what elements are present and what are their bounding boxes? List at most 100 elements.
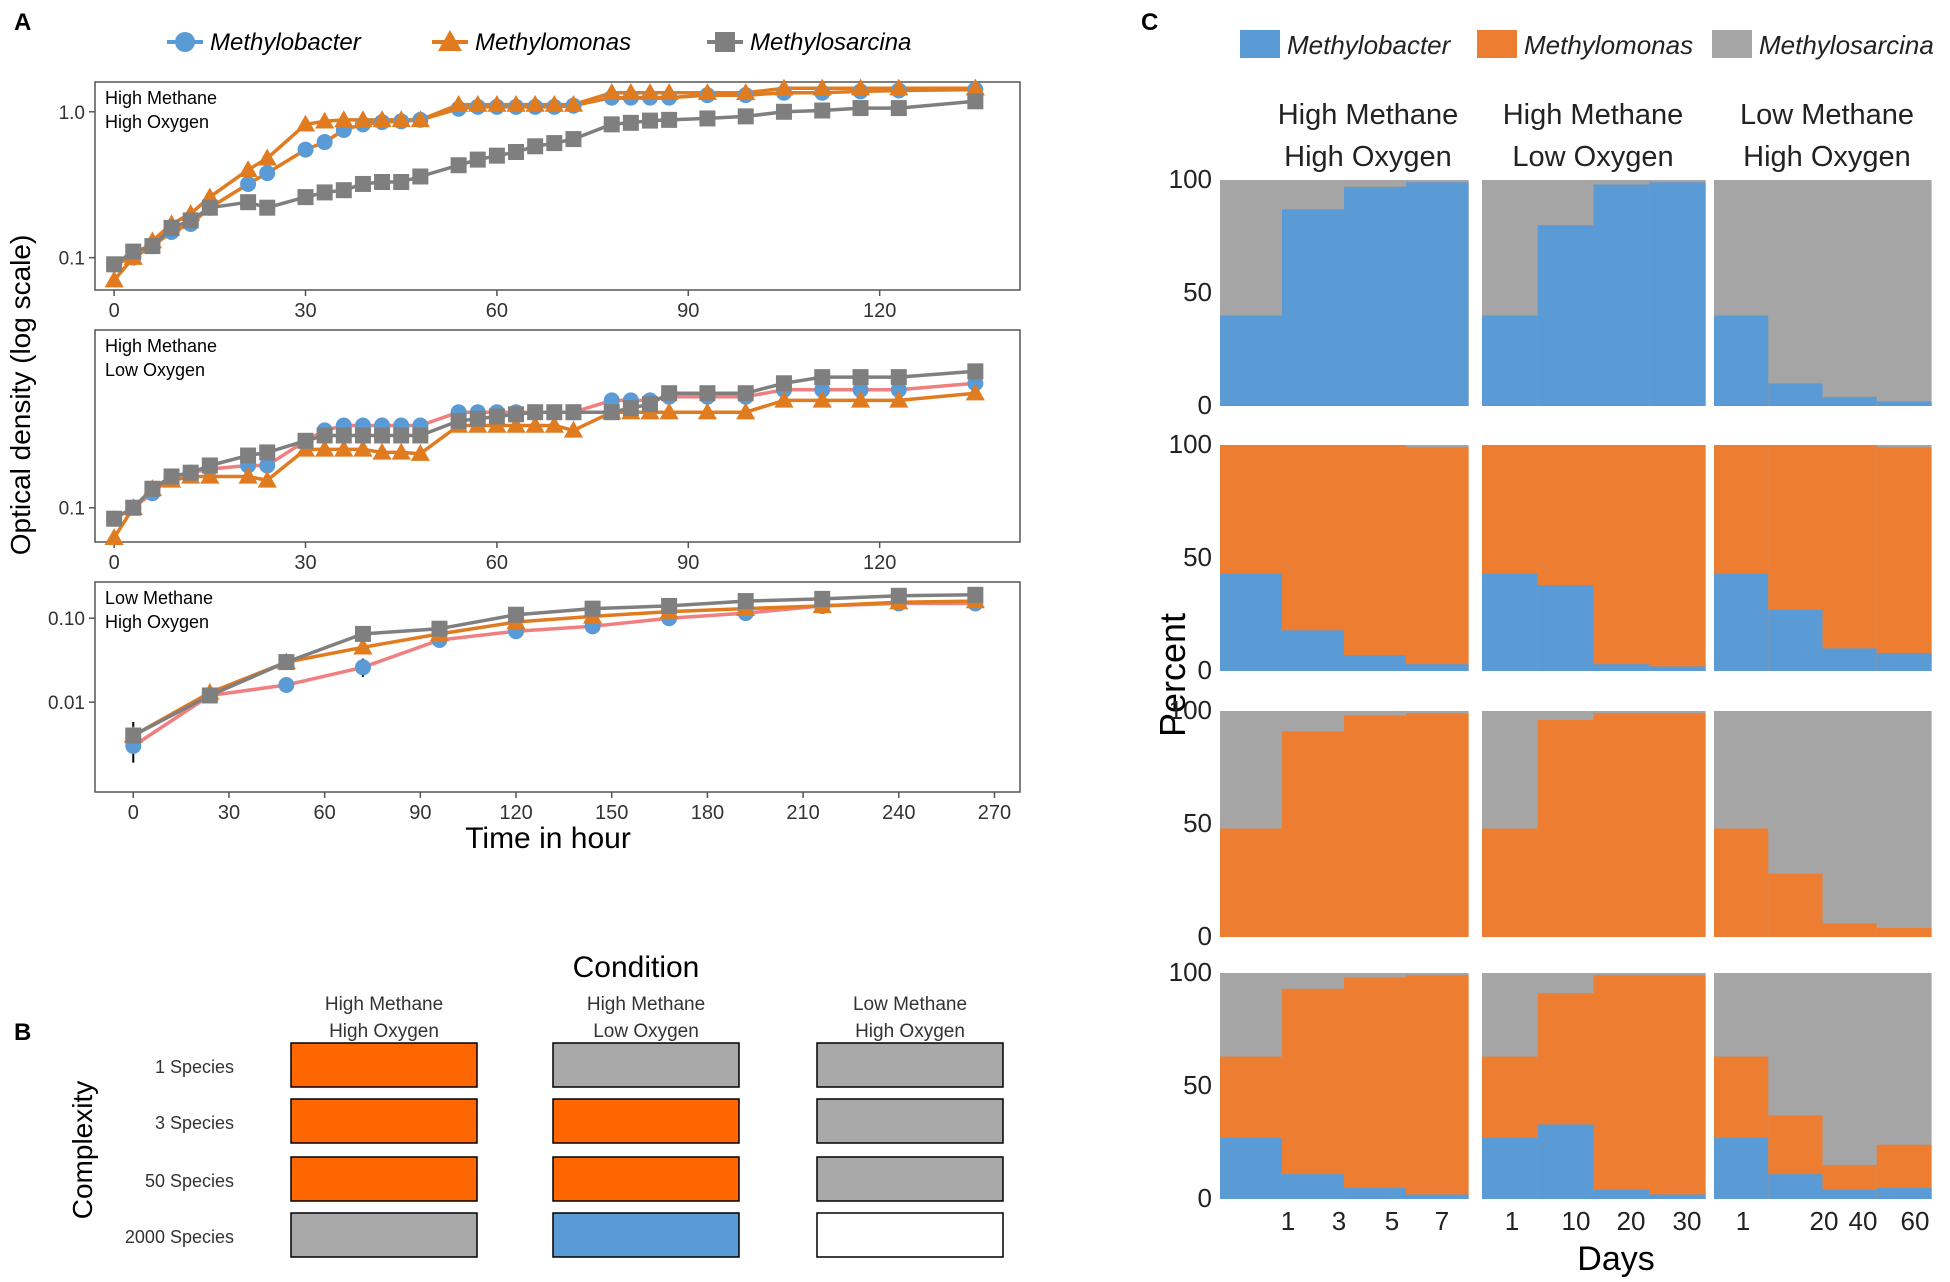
point-methylosarcina [967,363,984,380]
stack-methylobacter [1220,573,1283,671]
point-methylosarcina [508,606,525,623]
stack-methylobacter [1344,1187,1407,1199]
point-methylosarcina [297,432,314,449]
stack-methylobacter [1406,664,1469,671]
y-tick-label: 0.1 [59,499,85,520]
stack-methylomonas [1822,445,1878,671]
point-methylosarcina [259,199,276,216]
point-methylosarcina [125,499,142,516]
day-tick-label: 40 [1849,1206,1878,1236]
stack-methylobacter [1220,315,1283,406]
stack-methylobacter [1537,1124,1595,1199]
point-methylomonas [659,402,679,420]
stack-methylosarcina [1822,711,1878,937]
facet-y-tick-label: 0 [1198,921,1212,951]
day-tick-label: 30 [1673,1206,1702,1236]
stack-methylomonas [1714,828,1769,937]
stack-methylosarcina [1822,180,1878,406]
stack-methylomonas [1593,975,1650,1199]
stack-methylosarcina [1822,973,1878,1199]
point-methylosarcina [584,600,601,617]
point-methylobacter [814,381,831,398]
day-tick-label: 5 [1385,1206,1399,1236]
point-methylosarcina [775,375,792,392]
y-tick-label: 0.10 [48,609,85,630]
facet-y-tick-label: 0 [1198,1183,1212,1213]
grid-row-label: 50 Species [145,1171,234,1191]
stack-methylobacter [1344,186,1407,406]
facet-header-line1: Low Methane [1740,99,1914,131]
panel-label-a: A [14,9,31,36]
point-methylomonas [391,442,411,460]
point-methylosarcina [106,256,123,273]
stack-methylobacter [1714,315,1769,406]
stack-methylobacter [1482,1137,1539,1199]
stack-methylobacter [1282,209,1345,406]
point-methylomonas [200,466,220,484]
stack-methylomonas [1482,828,1539,937]
point-methylomonas [697,402,718,420]
point-methylosarcina [546,135,563,152]
x-tick-label: 60 [314,802,336,824]
facet-y-tick-label: 50 [1183,277,1212,307]
grid-col-header-line1: High Methane [325,994,443,1015]
point-methylosarcina [527,138,544,155]
point-methylosarcina [374,174,391,191]
grid-cell-orange [290,1042,478,1088]
stack-methylobacter [1344,655,1407,671]
x-tick-label: 30 [294,300,316,322]
grid-cell-orange [290,1156,478,1202]
x-tick-label: 30 [294,552,316,574]
point-methylosarcina [469,151,486,168]
y-tick-label: 0.01 [48,693,85,714]
point-methylosarcina [335,427,352,444]
point-methylosarcina [412,168,429,185]
grid-col-header-line2: High Oxygen [329,1021,439,1042]
point-methylosarcina [201,199,218,216]
ylabel-a: Optical density (log scale) [5,235,36,556]
y-tick-label: 1.0 [59,103,85,124]
point-methylomonas [391,110,411,128]
x-tick-label: 60 [486,300,508,322]
day-tick-label: 7 [1435,1206,1449,1236]
point-methylomonas [104,528,124,545]
x-tick-label: 180 [691,802,724,824]
point-methylomonas [315,439,335,457]
point-methylosarcina [661,385,678,402]
point-methylosarcina [488,147,505,164]
point-methylosarcina [967,586,984,603]
stack-methylobacter [1220,1137,1283,1199]
point-methylosarcina [393,174,410,191]
stack-methylomonas [1537,720,1595,937]
plot-frame [94,329,1021,543]
xlabel-a: Time in hour [465,822,631,855]
grid-row-label: 1 Species [155,1057,234,1077]
legend-label-methylobacter: Methylobacter [1287,30,1452,60]
point-methylosarcina [565,131,582,148]
facet-y-tick-label: 100 [1169,429,1212,459]
point-methylosarcina [374,427,391,444]
plot-frame [94,81,1021,291]
stack-methylobacter [1768,609,1824,671]
point-methylomonas [544,415,564,433]
stack-methylomonas [1220,828,1283,937]
point-methylosarcina [508,406,525,423]
legend-label-methylomonas: Methylomonas [1524,30,1693,60]
legend-marker-0 [175,32,195,52]
stack-methylomonas [1282,731,1345,937]
facet-y-tick-label: 100 [1169,957,1212,987]
plot-frame [94,581,1021,793]
y-tick-label: 0.1 [59,249,85,270]
stack-methylosarcina [1876,711,1932,937]
point-methylomonas [812,390,832,408]
point-methylomonas [850,390,871,408]
grid-cell-white [816,1212,1004,1258]
point-methylosarcina [240,194,257,211]
point-methylosarcina [144,238,161,255]
point-methylosarcina [488,408,505,425]
point-methylosarcina [737,593,754,610]
point-methylosarcina [622,400,639,417]
day-tick-label: 10 [1562,1206,1591,1236]
plot-title-line1: High Methane [105,336,217,356]
stack-methylobacter [1593,184,1650,406]
